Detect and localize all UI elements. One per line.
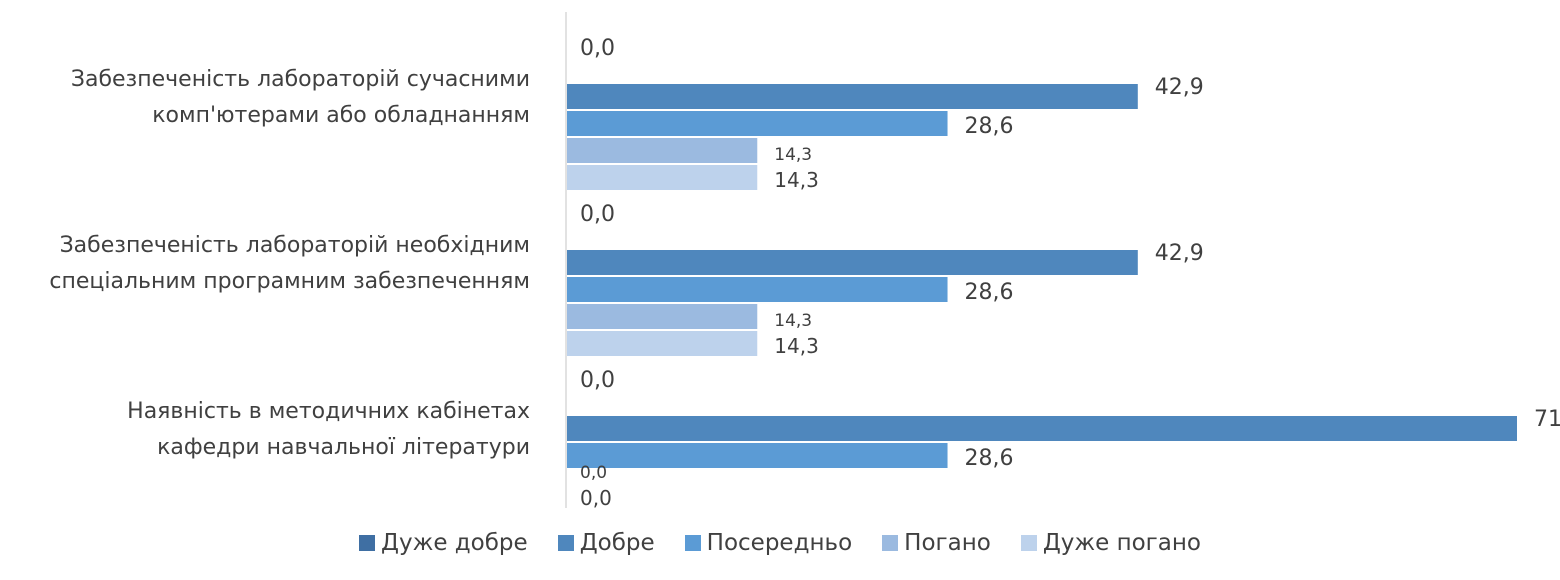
bar [567,443,948,468]
data-label: 71,4 [1534,407,1560,432]
legend-label: Добре [579,530,655,556]
bar [567,138,758,163]
data-label: 28,6 [965,280,1014,305]
category-label: Забезпеченість лабораторій необхідним спе… [49,233,530,294]
data-label: 0,0 [580,486,612,510]
data-label: 0,0 [580,202,615,227]
chart-legend: Дуже добре Добре Посередньо Погано Дуже пога… [0,530,1560,556]
legend-swatch [684,535,701,551]
bar [567,416,1517,441]
legend-label: Дуже добре [381,530,528,556]
data-label: 14,3 [774,168,819,192]
data-label: 0,0 [580,368,615,393]
bar [567,165,758,190]
category-label: Наявність в методичних кабінетах кафедри … [127,399,530,460]
bar [567,84,1138,109]
bar [567,304,758,329]
data-label: 42,9 [1155,241,1204,266]
legend-item: Дуже погано [1020,530,1201,556]
bar [567,277,948,302]
data-label: 28,6 [965,446,1014,471]
data-label: 14,3 [774,145,812,165]
bar [567,111,948,136]
legend-swatch [882,535,899,551]
category-label: Забезпеченість лабораторій сучасними комп… [71,67,530,128]
legend-swatch [557,535,574,551]
bar [567,250,1138,275]
legend-label: Погано [904,530,991,556]
data-label: 28,6 [965,114,1014,139]
data-label: 42,9 [1155,75,1204,100]
data-label: 14,3 [774,311,812,331]
legend-swatch [1020,535,1037,551]
legend-swatch [359,535,376,551]
bar [567,331,758,356]
legend-item: Добре [557,530,655,556]
bar-chart: Забезпеченість лабораторій сучасними комп… [49,12,1560,510]
legend-item: Дуже добре [359,530,528,556]
legend-item: Погано [882,530,991,556]
legend-label: Дуже погано [1042,530,1201,556]
data-label: 0,0 [580,463,607,483]
data-label: 0,0 [580,36,615,61]
legend-label: Посередньо [706,530,853,556]
data-label: 14,3 [774,334,819,358]
legend-item: Посередньо [684,530,853,556]
